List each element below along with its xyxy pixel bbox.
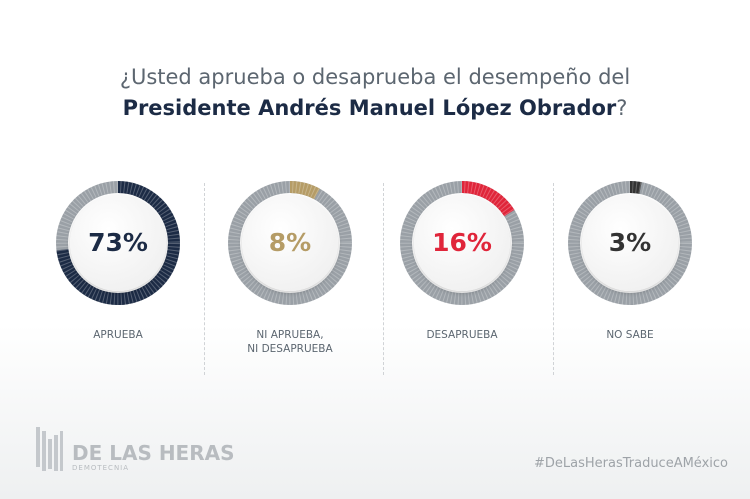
- brand-sub: DEMOTECNIA: [72, 464, 130, 472]
- donut-label: NI APRUEBA, NI DESAPRUEBA: [247, 329, 333, 355]
- donut-arc: [228, 181, 352, 305]
- donut-label: DESAPRUEBA: [426, 329, 498, 341]
- brand-name: DE LAS HERAS: [72, 441, 235, 465]
- divider: [204, 183, 205, 375]
- donut-2: 16%: [399, 180, 525, 306]
- donut-value: 3%: [608, 228, 652, 257]
- divider: [553, 183, 554, 375]
- title-line-1: ¿Usted aprueba o desaprueba el desempeño…: [119, 65, 631, 89]
- donut-value: 8%: [268, 228, 312, 257]
- divider: [383, 183, 384, 375]
- hashtag: #DeLasHerasTraduceAMéxico: [533, 456, 728, 471]
- donut-arc: [56, 181, 180, 305]
- donut-label: NO SABE: [606, 329, 654, 341]
- title-end: ?: [616, 96, 628, 120]
- donut-label: APRUEBA: [93, 329, 143, 341]
- question-title: ¿Usted aprueba o desaprueba el desempeño…: [0, 62, 750, 124]
- donut-0: 73%: [55, 180, 181, 306]
- donut-value: 73%: [88, 228, 148, 257]
- donut-3: 3%: [567, 180, 693, 306]
- donut-1: 8%: [227, 180, 353, 306]
- donut-value: 16%: [432, 228, 492, 257]
- donut-arc: [568, 181, 692, 305]
- donut-arc: [400, 181, 524, 305]
- logo-mark-icon: [36, 427, 63, 471]
- title-bold: Presidente Andrés Manuel López Obrador: [122, 96, 617, 120]
